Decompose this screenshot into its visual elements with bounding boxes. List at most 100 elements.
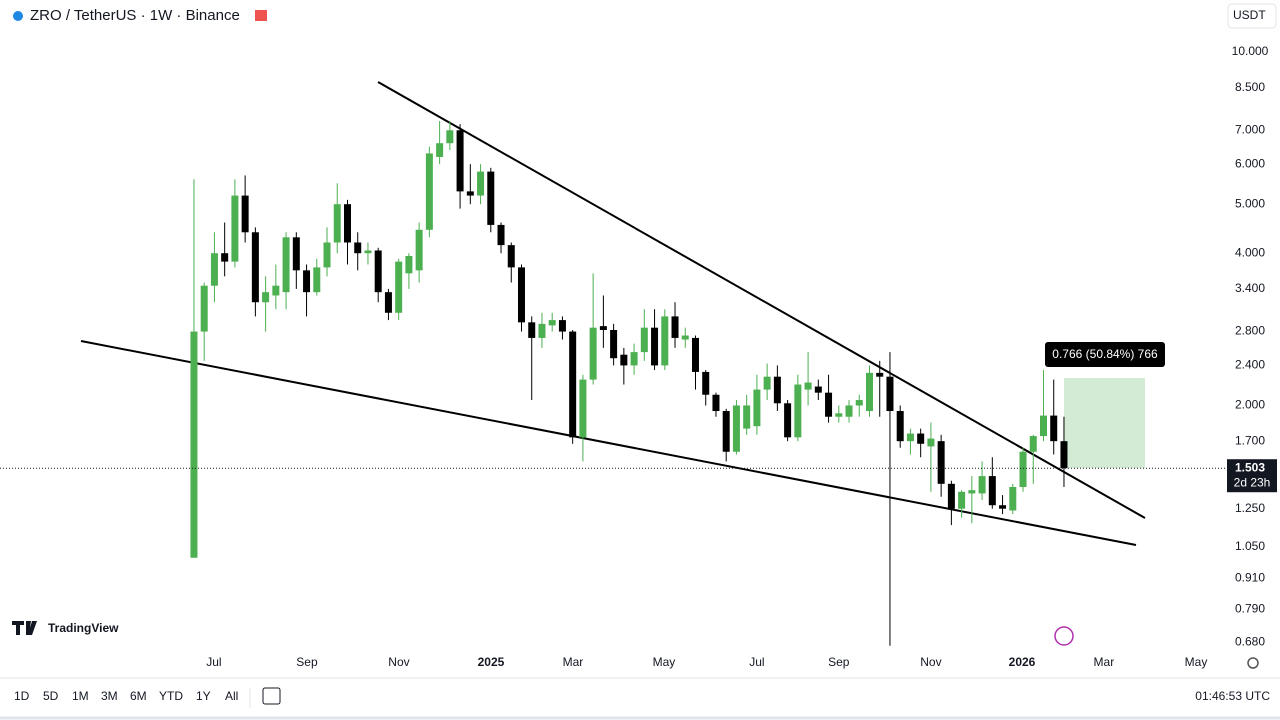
candle-body[interactable]	[896, 411, 904, 442]
symbol-title[interactable]: ZRO / TetherUS · 1W · Binance	[30, 7, 240, 24]
candle-body[interactable]	[262, 292, 270, 303]
range-button[interactable]: All	[225, 689, 238, 703]
candle-body[interactable]	[876, 372, 884, 377]
candle-body[interactable]	[303, 270, 311, 293]
lightning-icon[interactable]	[1054, 626, 1074, 646]
candle-body[interactable]	[681, 335, 689, 340]
candle-body[interactable]	[763, 376, 771, 390]
candle-body[interactable]	[282, 237, 290, 293]
candle-body[interactable]	[589, 327, 597, 380]
candle-body[interactable]	[773, 376, 781, 404]
candle-body[interactable]	[1039, 415, 1047, 437]
candle-body[interactable]	[927, 438, 935, 447]
candle-body[interactable]	[968, 490, 976, 494]
trend-line[interactable]	[377, 81, 1146, 519]
candle-body[interactable]	[947, 483, 955, 509]
candle-body[interactable]	[886, 376, 894, 412]
candle-body[interactable]	[190, 331, 198, 558]
range-button[interactable]: 3M	[101, 689, 118, 703]
candle-body[interactable]	[917, 433, 925, 444]
calendar-icon[interactable]	[262, 687, 281, 705]
candle-body[interactable]	[794, 384, 802, 438]
candle-body[interactable]	[640, 327, 648, 353]
candle-body[interactable]	[395, 261, 403, 313]
range-button[interactable]: 5D	[43, 689, 59, 703]
candle-body[interactable]	[825, 392, 833, 417]
candle-body[interactable]	[702, 371, 710, 395]
range-button[interactable]: YTD	[159, 689, 183, 703]
candle-body[interactable]	[436, 143, 444, 157]
currency-label[interactable]: USDT	[1233, 8, 1266, 22]
candle-body[interactable]	[743, 405, 751, 429]
candle-body[interactable]	[712, 394, 720, 412]
candle-body[interactable]	[1029, 436, 1037, 452]
candle-body[interactable]	[958, 491, 966, 509]
candle-body[interactable]	[906, 433, 914, 442]
candle-body[interactable]	[732, 405, 740, 452]
candle-body[interactable]	[487, 171, 495, 225]
candle-body[interactable]	[558, 320, 566, 332]
candle-body[interactable]	[251, 232, 259, 303]
candle-body[interactable]	[323, 242, 331, 268]
candle-body[interactable]	[384, 292, 392, 313]
candle-body[interactable]	[814, 386, 822, 393]
candle-body[interactable]	[456, 130, 464, 192]
candle-body[interactable]	[671, 316, 679, 338]
candle-body[interactable]	[405, 255, 413, 274]
candle-body[interactable]	[477, 171, 485, 196]
candle-body[interactable]	[231, 195, 239, 262]
candle-body[interactable]	[978, 476, 986, 494]
settings-icon[interactable]	[1247, 657, 1259, 669]
candle-body[interactable]	[630, 352, 638, 366]
candle-body[interactable]	[425, 153, 433, 230]
candle-body[interactable]	[272, 285, 280, 296]
candle-body[interactable]	[200, 285, 208, 332]
candle-body[interactable]	[651, 327, 659, 366]
candle-body[interactable]	[507, 245, 515, 268]
candle-body[interactable]	[466, 191, 474, 196]
candle-body[interactable]	[999, 505, 1007, 509]
candle-body[interactable]	[548, 320, 556, 326]
candle-body[interactable]	[988, 476, 996, 506]
candle-body[interactable]	[784, 403, 792, 438]
candle-body[interactable]	[599, 326, 607, 330]
candle-body[interactable]	[1050, 415, 1058, 442]
candle-body[interactable]	[753, 389, 761, 427]
candle-body[interactable]	[722, 411, 730, 452]
candle-body[interactable]	[661, 316, 669, 366]
candle-body[interactable]	[1019, 451, 1027, 487]
candle-body[interactable]	[569, 331, 577, 438]
candle-body[interactable]	[343, 204, 351, 243]
candle-body[interactable]	[691, 337, 699, 372]
currency-button[interactable]	[1227, 3, 1277, 29]
candle-body[interactable]	[210, 253, 218, 286]
candle-body[interactable]	[620, 354, 628, 366]
candle-body[interactable]	[241, 195, 249, 233]
candle-body[interactable]	[313, 267, 321, 293]
range-button[interactable]: 1M	[72, 689, 89, 703]
candle-body[interactable]	[538, 323, 546, 338]
candle-body[interactable]	[333, 204, 341, 243]
range-button[interactable]: 6M	[130, 689, 147, 703]
candle-body[interactable]	[354, 242, 362, 254]
candle-body[interactable]	[855, 400, 863, 406]
candle-body[interactable]	[845, 405, 853, 417]
candle-body[interactable]	[292, 237, 300, 271]
candle-body[interactable]	[221, 253, 229, 262]
candle-body[interactable]	[497, 224, 505, 246]
long-position-box[interactable]	[1064, 378, 1145, 468]
candle-body[interactable]	[415, 229, 423, 271]
candle-body[interactable]	[835, 413, 843, 417]
candle-body[interactable]	[1060, 441, 1068, 469]
candle-body[interactable]	[804, 382, 812, 390]
range-button[interactable]: 1Y	[196, 689, 211, 703]
candle-body[interactable]	[374, 250, 382, 293]
candle-body[interactable]	[446, 130, 454, 144]
flag[interactable]	[255, 10, 267, 21]
candle-body[interactable]	[937, 441, 945, 484]
trend-line[interactable]	[80, 340, 1137, 546]
candle-body[interactable]	[517, 267, 525, 323]
candle-body[interactable]	[865, 372, 873, 412]
candle-body[interactable]	[579, 379, 587, 438]
candle-body[interactable]	[364, 250, 372, 254]
